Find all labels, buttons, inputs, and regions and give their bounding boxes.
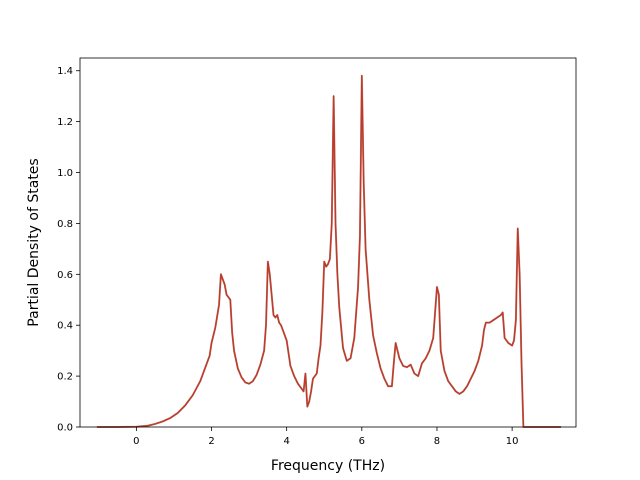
y-tick-label: 1.2 bbox=[57, 117, 73, 128]
x-axis-ticks: 0 2 4 6 8 10 bbox=[133, 427, 518, 447]
x-tick-label: 10 bbox=[506, 436, 519, 447]
series-line bbox=[96, 75, 561, 428]
y-tick-label: 0.6 bbox=[57, 270, 73, 281]
plot-frame bbox=[79, 57, 577, 428]
y-tick-label: 0.2 bbox=[57, 372, 73, 383]
x-tick-label: 4 bbox=[283, 436, 289, 447]
x-tick-label: 8 bbox=[434, 436, 440, 447]
y-tick-label: 1.0 bbox=[57, 168, 73, 179]
y-axis-label: Partial Density of States bbox=[26, 158, 42, 326]
y-tick-label: 0.8 bbox=[57, 219, 73, 230]
x-axis-label: Frequency (THz) bbox=[271, 458, 385, 474]
series-layer bbox=[96, 74, 561, 428]
y-tick-label: 0.4 bbox=[57, 321, 73, 332]
y-axis-ticks: 0.0 0.2 0.4 0.6 0.8 1.0 1.2 1.4 bbox=[57, 66, 80, 434]
x-tick-label: 2 bbox=[208, 436, 214, 447]
x-tick-label: 0 bbox=[133, 436, 139, 447]
plot-background bbox=[80, 58, 576, 427]
x-tick-label: 6 bbox=[359, 436, 365, 447]
y-tick-label: 1.4 bbox=[57, 66, 73, 77]
y-tick-label: 0.0 bbox=[57, 423, 73, 434]
